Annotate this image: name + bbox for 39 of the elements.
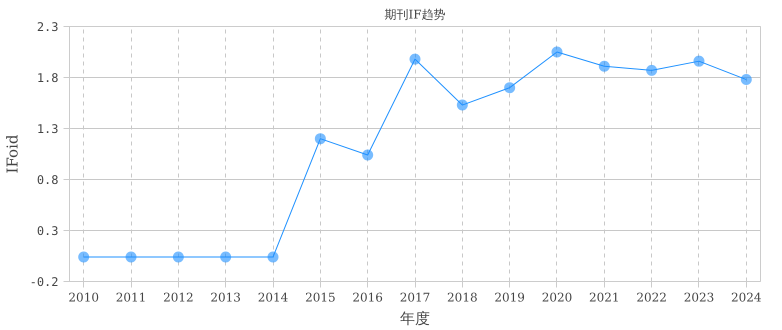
x-tick-label: 2017 — [400, 290, 430, 304]
y-tick-label: -0.2 — [30, 275, 59, 289]
point — [126, 252, 137, 263]
x-tick-label: 2020 — [542, 290, 572, 304]
y-tick-label: 0.8 — [36, 173, 59, 187]
point — [172, 252, 184, 263]
x-tick-label: 2011 — [116, 290, 146, 304]
x-tick-label: 2012 — [163, 290, 194, 304]
y-tick-label: 1.8 — [36, 71, 59, 85]
x-axis-title: 年度 — [400, 310, 430, 328]
x-tick-label: 2019 — [494, 290, 525, 304]
x-tick-label: 2022 — [636, 290, 667, 304]
y-axis-title: IFoid — [4, 134, 22, 174]
x-tick-label: 2023 — [684, 290, 714, 304]
point — [551, 46, 562, 58]
x-tick-label: 2018 — [447, 290, 478, 304]
x-tick-label: 2024 — [731, 290, 762, 304]
point — [220, 252, 232, 263]
x-tick-label: 2013 — [210, 290, 241, 304]
x-tick-label: 2010 — [68, 290, 99, 304]
y-tick-label: 1.3 — [36, 122, 59, 136]
x-tick-label: 2014 — [258, 290, 289, 304]
x-tick-label: 2021 — [589, 290, 620, 304]
point — [646, 64, 658, 76]
y-tick-label: 2.3 — [36, 20, 59, 34]
x-tick-label: 2015 — [305, 290, 336, 304]
point — [456, 100, 468, 111]
point — [268, 252, 279, 263]
point — [410, 54, 420, 65]
point — [78, 252, 90, 263]
x-tick-label: 2016 — [352, 290, 383, 304]
point — [362, 150, 374, 161]
point — [740, 74, 752, 86]
point — [504, 82, 516, 94]
point — [598, 60, 610, 72]
point — [693, 56, 704, 67]
chart-title: 期刊IF趋势 — [384, 8, 446, 22]
point — [314, 133, 326, 144]
y-tick-label: 0.3 — [36, 224, 59, 238]
